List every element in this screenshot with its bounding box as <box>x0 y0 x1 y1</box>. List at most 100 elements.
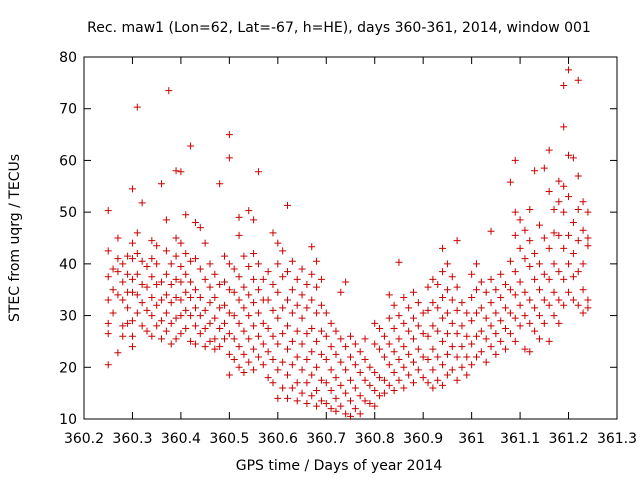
data-point <box>439 337 447 345</box>
data-point <box>409 379 417 387</box>
data-point <box>565 193 573 201</box>
data-point <box>313 257 321 265</box>
data-point <box>298 291 306 299</box>
data-point <box>472 353 480 361</box>
data-point <box>550 260 558 268</box>
data-point <box>225 286 233 294</box>
data-point <box>128 317 136 325</box>
data-point <box>560 275 568 283</box>
data-point <box>114 349 122 357</box>
data-point <box>138 199 146 207</box>
data-point <box>322 379 330 387</box>
data-point <box>414 345 422 353</box>
data-point <box>119 260 127 268</box>
y-axis-ticks: 10 20 30 40 50 60 70 80 <box>59 50 617 428</box>
data-point <box>216 325 224 332</box>
data-point <box>221 319 229 327</box>
data-point <box>206 319 214 327</box>
data-point <box>555 319 563 327</box>
data-point <box>138 322 146 330</box>
data-point <box>250 275 258 283</box>
data-point <box>133 103 141 111</box>
data-point <box>201 306 209 314</box>
data-point <box>458 322 466 330</box>
data-point <box>400 363 408 371</box>
data-point <box>128 288 136 296</box>
data-point <box>468 270 476 278</box>
data-point <box>497 270 505 278</box>
data-point <box>293 327 301 335</box>
data-point <box>439 293 447 301</box>
data-point <box>366 363 374 371</box>
data-point <box>225 260 233 268</box>
data-point <box>274 314 282 322</box>
data-point <box>245 207 253 215</box>
data-point <box>405 371 413 379</box>
data-point <box>279 247 287 255</box>
data-point <box>303 356 311 364</box>
data-point <box>148 273 156 281</box>
data-point <box>560 123 568 131</box>
data-point <box>162 291 170 299</box>
data-point <box>317 275 325 283</box>
data-point <box>308 348 316 356</box>
data-point <box>468 317 476 325</box>
data-point <box>119 322 127 330</box>
data-point <box>555 177 563 185</box>
data-point <box>497 317 505 325</box>
data-point <box>240 350 248 358</box>
data-point <box>162 309 170 317</box>
data-point <box>380 389 388 397</box>
data-point <box>482 358 490 366</box>
data-point <box>521 255 529 263</box>
data-point <box>531 304 539 312</box>
data-point <box>337 358 345 366</box>
data-point <box>128 185 136 193</box>
data-point <box>579 260 587 268</box>
data-point <box>376 325 384 332</box>
data-point <box>187 337 195 345</box>
data-point <box>492 350 500 358</box>
data-point <box>443 350 451 358</box>
data-point <box>128 343 136 351</box>
data-point <box>429 299 437 307</box>
data-point <box>332 374 340 382</box>
y-tick-label: 80 <box>59 50 77 66</box>
data-point <box>409 335 417 343</box>
data-point <box>322 356 330 364</box>
data-point <box>332 350 340 358</box>
data-point <box>254 168 262 176</box>
data-point <box>225 330 233 338</box>
data-point <box>385 340 393 348</box>
data-point <box>313 283 321 291</box>
data-point <box>458 299 466 307</box>
data-point <box>167 281 175 289</box>
data-point <box>293 379 301 387</box>
data-point <box>356 348 364 356</box>
data-point <box>574 237 582 245</box>
data-point <box>487 343 495 351</box>
data-point <box>535 335 543 343</box>
data-point <box>165 87 173 95</box>
data-point <box>337 288 345 296</box>
data-point <box>371 387 379 395</box>
data-point <box>124 319 132 327</box>
data-point <box>308 243 316 251</box>
data-point <box>385 314 393 322</box>
data-point <box>366 381 374 389</box>
data-point <box>366 399 374 407</box>
data-point <box>463 309 471 317</box>
data-point <box>274 340 282 348</box>
data-point <box>356 368 364 376</box>
data-point <box>225 131 233 139</box>
data-point <box>196 330 204 338</box>
data-point <box>337 381 345 389</box>
data-point <box>254 309 262 317</box>
data-point <box>424 283 432 291</box>
data-point <box>172 252 180 260</box>
data-point <box>284 394 292 402</box>
data-point <box>472 309 480 317</box>
x-axis-ticks: 360.2 360.3 360.4 360.5 360.6 360.7 360.8 360.9… <box>64 57 637 447</box>
data-point <box>133 270 141 278</box>
data-point <box>187 257 195 265</box>
